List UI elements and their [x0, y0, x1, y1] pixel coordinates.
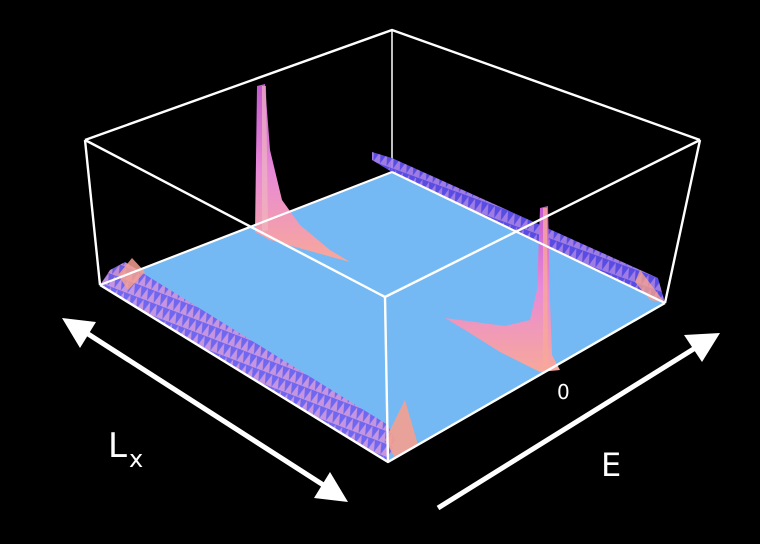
front-left-ridge: [100, 262, 395, 462]
peak-front-right: [445, 206, 560, 372]
e-axis-arrow: [436, 333, 720, 511]
box-front-edges: [83, 28, 702, 464]
surface-floor: [100, 172, 665, 462]
back-right-ridge: [372, 152, 665, 303]
zero-tick-label: 0: [557, 380, 570, 404]
e-axis-label: E: [601, 446, 622, 484]
lx-axis-label: Lx: [108, 426, 144, 473]
peak-back-left: [255, 84, 350, 262]
lx-axis-arrow: [62, 318, 348, 502]
